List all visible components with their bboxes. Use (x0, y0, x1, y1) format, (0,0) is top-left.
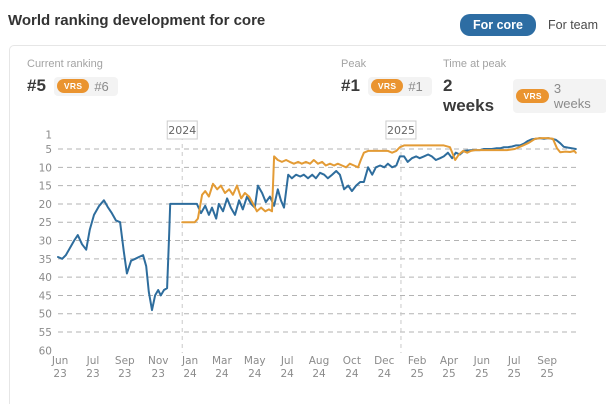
vrs-peak-value: #1 (408, 78, 423, 94)
vrs-comparison-chip: VRS #6 (53, 76, 118, 96)
vrs-badge: VRS (516, 89, 549, 103)
vrs-comparison-chip: VRS 3 weeks (513, 79, 606, 113)
ranking-card: Current ranking #5 VRS #6 Peak #1 VRS #1… (9, 45, 606, 404)
ranking-scope-toggle: For core For team (459, 14, 600, 36)
vrs-time-at-peak-value: 3 weeks (553, 81, 591, 111)
current-ranking-value: #5 (27, 76, 46, 95)
vrs-badge: VRS (370, 79, 404, 93)
time-at-peak-value: 2 weeks (443, 76, 495, 115)
for-core-button[interactable]: For core (459, 14, 536, 36)
stat-label: Peak (341, 58, 367, 70)
vrs-comparison-chip: VRS #1 (367, 76, 432, 96)
page-title: World ranking development for core (8, 12, 266, 29)
stat-peak: Peak #1 VRS #1 (341, 58, 432, 96)
stat-time-at-peak: Time at peak 2 weeks VRS 3 weeks (443, 58, 606, 116)
stat-label: Time at peak (443, 58, 507, 70)
vrs-current-value: #6 (94, 78, 109, 94)
stat-current-ranking: Current ranking #5 VRS #6 (27, 58, 118, 96)
peak-value: #1 (341, 76, 360, 95)
for-team-button[interactable]: For team (546, 14, 600, 36)
stat-label: Current ranking (27, 58, 103, 70)
vrs-badge: VRS (56, 79, 90, 93)
